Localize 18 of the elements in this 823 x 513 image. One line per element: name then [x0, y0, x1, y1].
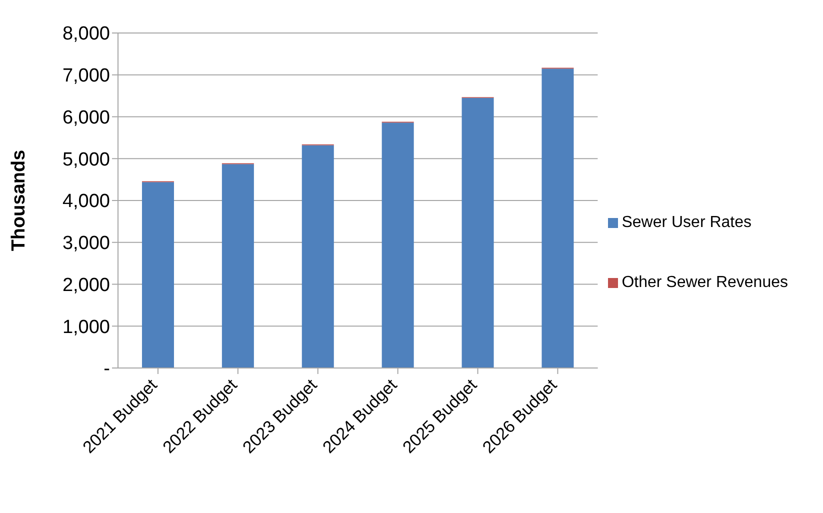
y-tick-label: 2,000 — [62, 274, 110, 296]
y-tick-label: 7,000 — [62, 66, 110, 87]
bar — [542, 68, 574, 368]
y-axis-title: Thousands — [8, 150, 30, 252]
bar — [462, 98, 494, 368]
y-tick-label: 4,000 — [62, 191, 110, 212]
y-tick-label: - — [104, 358, 110, 380]
bar — [382, 122, 414, 368]
y-tick-label: 1,000 — [62, 316, 110, 338]
y-tick-label: 3,000 — [62, 233, 110, 254]
legend-label: Other Sewer Revenues — [622, 274, 788, 291]
bar — [222, 164, 254, 368]
bar — [302, 145, 334, 368]
y-tick-label: 5,000 — [62, 149, 110, 170]
y-tick-label: 8,000 — [62, 24, 110, 45]
legend-label: Sewer User Rates — [622, 214, 752, 231]
y-tick-label: 6,000 — [62, 107, 110, 128]
bar — [142, 182, 174, 368]
